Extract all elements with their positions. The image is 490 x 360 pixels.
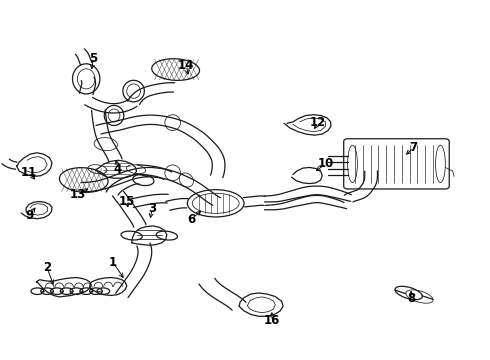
Text: 1: 1 [109, 256, 117, 269]
Text: 14: 14 [178, 59, 195, 72]
Text: 6: 6 [187, 213, 196, 226]
Text: 16: 16 [264, 314, 280, 327]
Text: 15: 15 [119, 195, 135, 208]
Text: 9: 9 [25, 210, 33, 222]
Text: 5: 5 [89, 51, 98, 64]
Text: 7: 7 [410, 141, 417, 154]
Text: 13: 13 [70, 188, 86, 201]
Text: 3: 3 [148, 202, 156, 215]
Text: 10: 10 [318, 157, 334, 170]
Text: 4: 4 [114, 163, 122, 176]
Text: 12: 12 [310, 116, 326, 129]
Text: 11: 11 [21, 166, 37, 179]
Text: 2: 2 [43, 261, 51, 274]
Text: 8: 8 [407, 292, 415, 305]
